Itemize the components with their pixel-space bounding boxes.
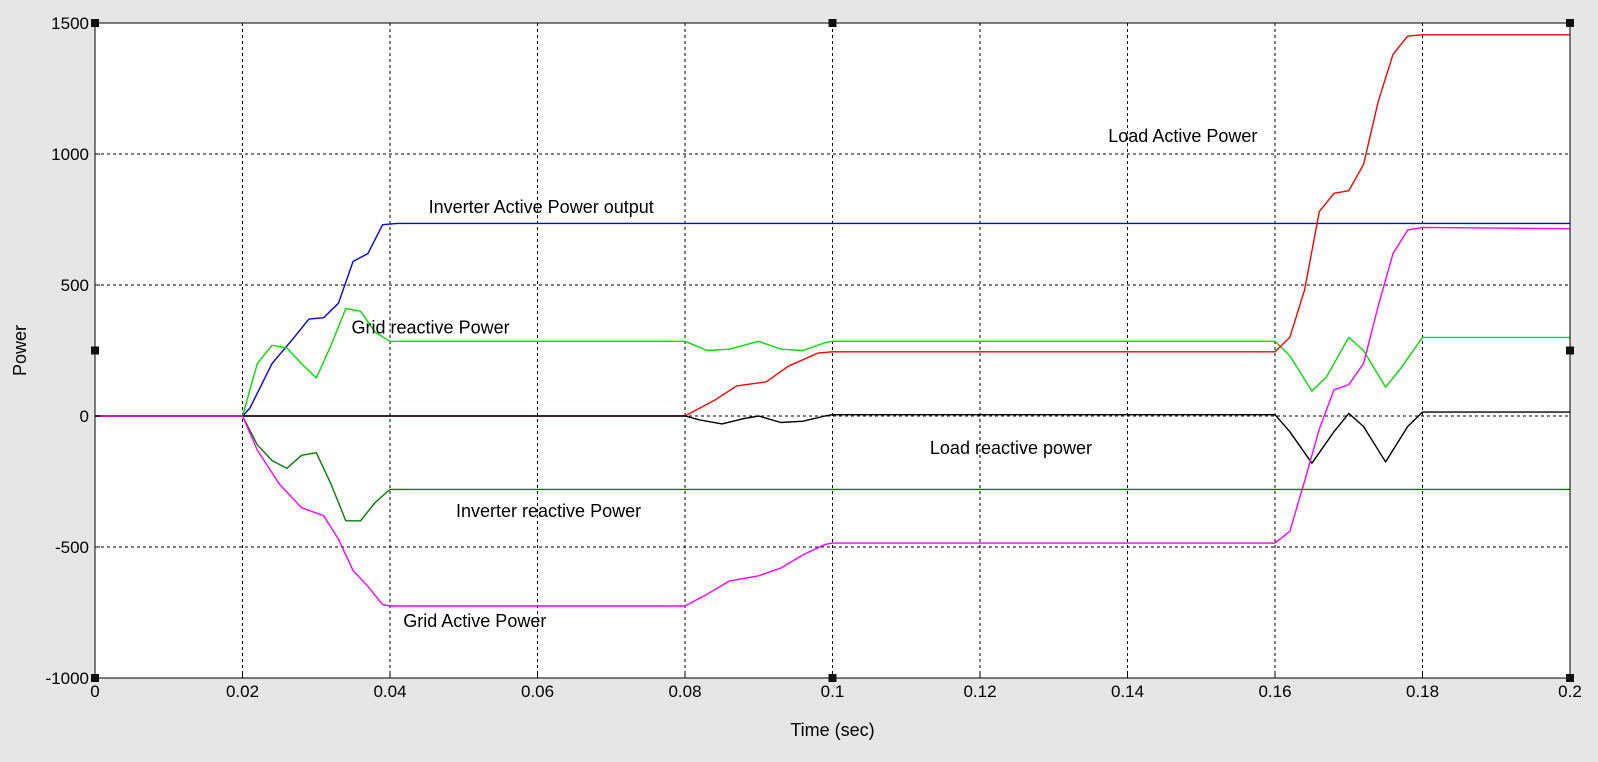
series-line-6: [95, 226, 1571, 607]
x-tick-label: 0.1: [821, 682, 845, 701]
y-tick-label: -1000: [46, 669, 89, 688]
x-tick-label: 0.12: [963, 682, 996, 701]
series-line-3: [95, 34, 1570, 417]
x-tick-label: 0.14: [1111, 682, 1144, 701]
series-annotation: Load reactive power: [930, 438, 1092, 458]
resize-handles[interactable]: [91, 19, 1574, 682]
x-tick-label: 0.16: [1258, 682, 1291, 701]
x-axis-label: Time (sec): [790, 720, 874, 740]
y-tick-label: 500: [61, 276, 89, 295]
y-tick-label: 1000: [51, 145, 89, 164]
series-line-2: [95, 307, 1570, 417]
resize-handle[interactable]: [828, 19, 837, 27]
x-tick-label: 0: [90, 682, 99, 701]
resize-handle[interactable]: [828, 674, 837, 682]
resize-handle[interactable]: [1566, 674, 1574, 682]
series-line-1: [95, 222, 1570, 417]
series-annotation: Inverter reactive Power: [456, 501, 641, 521]
grid-lines: [95, 23, 1570, 678]
annotations: Load Active Power Inverter Active Power o…: [352, 126, 1258, 631]
y-tick-label: 1500: [51, 14, 89, 33]
resize-handle[interactable]: [91, 346, 99, 355]
x-tick-label: 0.18: [1406, 682, 1439, 701]
x-tick-label: 0.04: [373, 682, 406, 701]
y-tick-label: -500: [55, 538, 89, 557]
x-tick-label: 0.2: [1558, 682, 1582, 701]
series-annotation: Load Active Power: [1108, 126, 1257, 146]
x-tick-label: 0.02: [226, 682, 259, 701]
series-line-4: [95, 411, 1570, 464]
x-tick-labels: 0 0.02 0.04 0.06 0.08 0.1 0.12 0.14 0.16 0.18 0.2: [90, 673, 1582, 701]
y-tick-label: 0: [80, 407, 89, 426]
series-annotation: Grid reactive Power: [352, 317, 510, 337]
series-annotation: Grid Active Power: [403, 611, 546, 631]
x-tick-label: 0.08: [668, 682, 701, 701]
resize-handle[interactable]: [1566, 19, 1574, 27]
resize-handle[interactable]: [1566, 346, 1574, 355]
x-tick-label: 0.06: [521, 682, 554, 701]
y-axis-label: Power: [10, 325, 30, 376]
y-tick-labels: -1000 -500 0 500 1000 1500: [46, 14, 100, 688]
resize-handle[interactable]: [91, 19, 99, 27]
resize-handle[interactable]: [91, 674, 99, 682]
series-annotation: Inverter Active Power output: [429, 197, 654, 217]
series-lines: [95, 34, 1571, 607]
series-line-5: [95, 415, 1570, 522]
